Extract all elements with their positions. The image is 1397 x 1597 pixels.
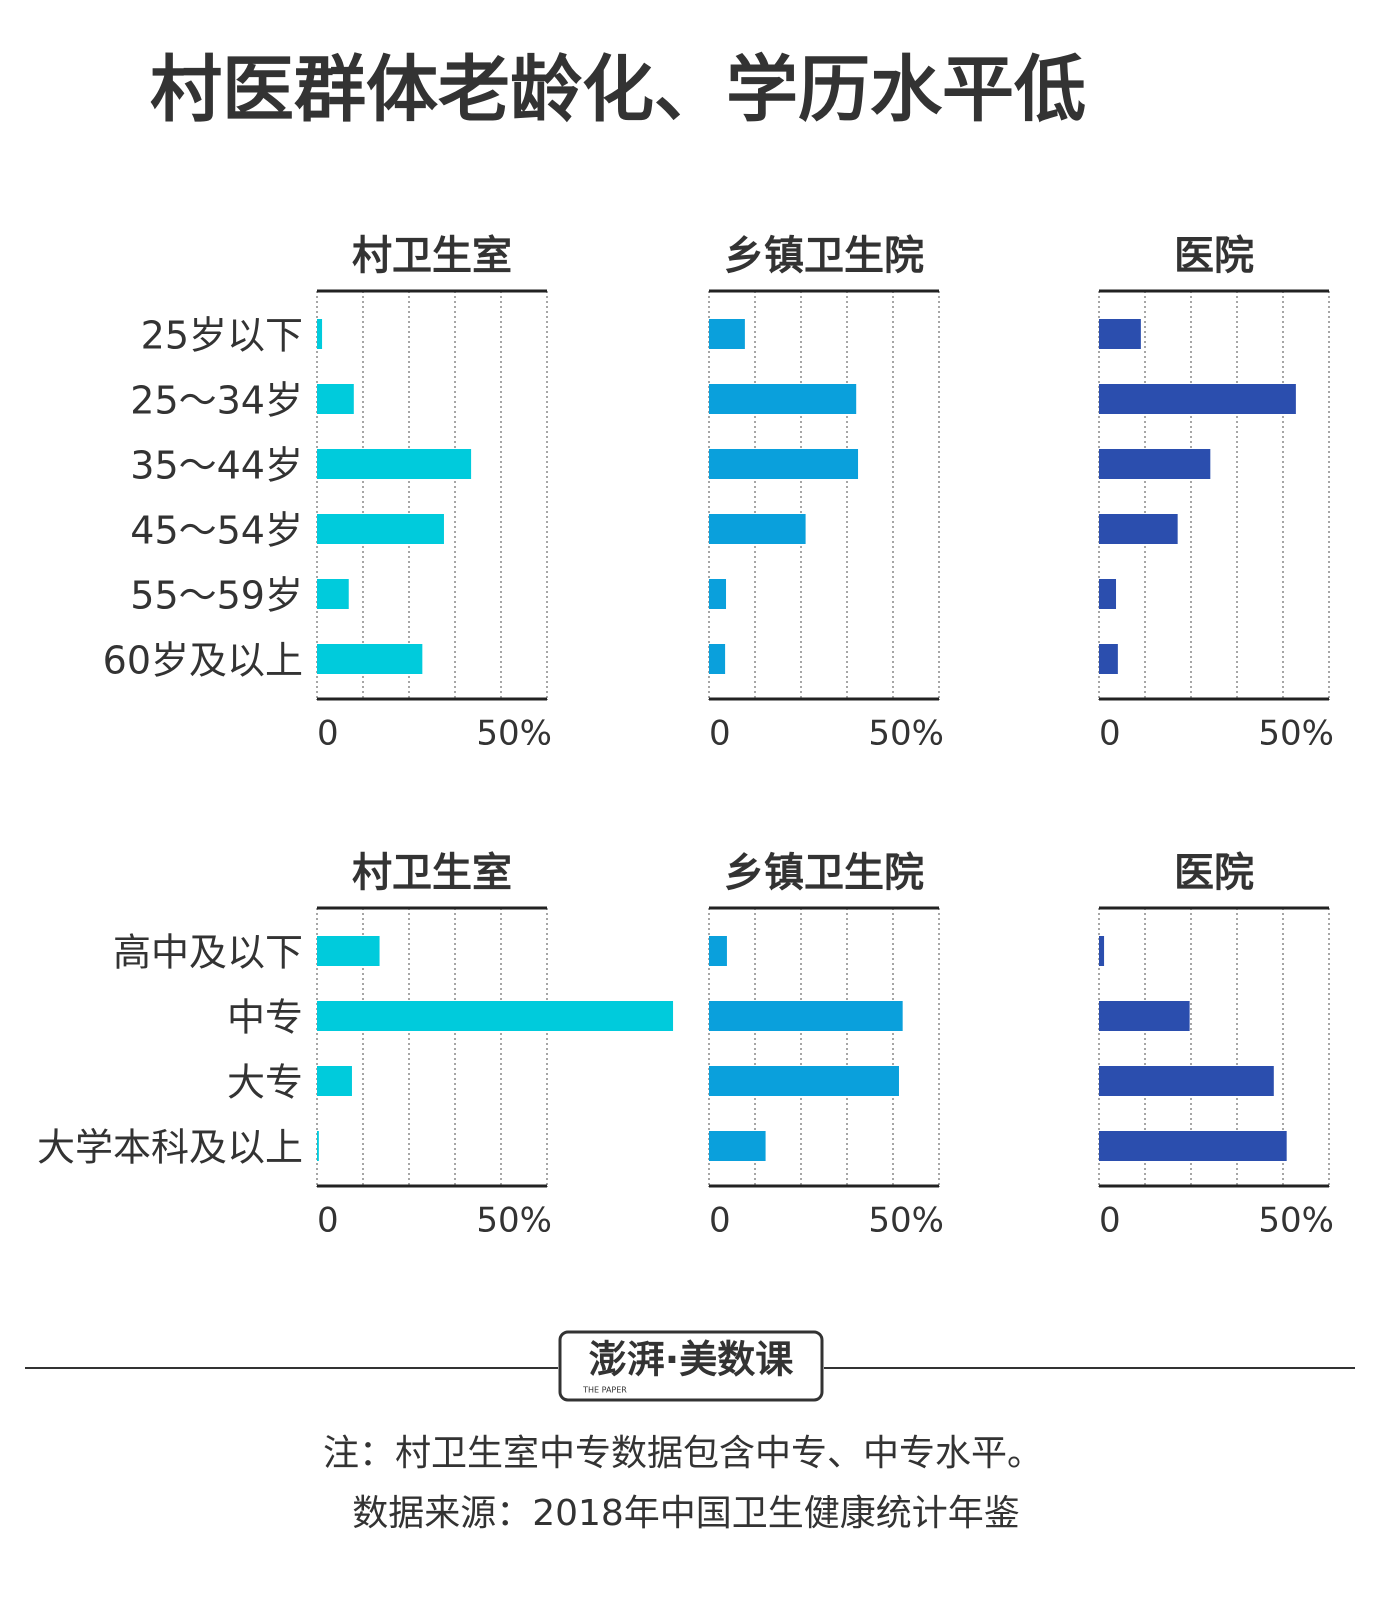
x-tick-label: 50%: [476, 714, 552, 754]
bar: [317, 644, 423, 674]
bar: [1099, 644, 1118, 674]
bar: [709, 514, 806, 544]
bar: [317, 384, 354, 414]
category-label: 大学本科及以上: [37, 1126, 303, 1170]
panel-title: 医院: [1174, 850, 1254, 896]
x-tick-label: 50%: [1258, 1201, 1334, 1241]
category-label: 大专: [227, 1061, 303, 1105]
panel-title: 村卫生室: [352, 850, 512, 896]
bar: [709, 449, 859, 479]
bar: [709, 1066, 899, 1096]
bar: [709, 1131, 766, 1161]
bar: [709, 644, 726, 674]
bar: [1099, 514, 1178, 544]
panel-title: 乡镇卫生院: [724, 233, 924, 279]
bar: [317, 514, 444, 544]
bar: [317, 1066, 352, 1096]
x-tick-label: 50%: [868, 1201, 944, 1241]
category-label: 35～44岁: [130, 444, 303, 488]
bar: [1099, 1131, 1287, 1161]
chart-title: 村医群体老龄化、学历水平低: [150, 48, 1086, 132]
category-label: 高中及以下: [113, 931, 303, 975]
logo: 澎湃·美数课: [589, 1338, 793, 1382]
category-label: 25岁以下: [141, 314, 303, 358]
logo-sub: THE PAPER: [582, 1386, 627, 1395]
x-tick-label: 0: [1099, 1201, 1121, 1241]
x-tick-label: 50%: [868, 714, 944, 754]
bar: [709, 579, 727, 609]
bar: [1099, 449, 1211, 479]
x-tick-label: 0: [317, 714, 339, 754]
x-tick-label: 50%: [1258, 714, 1334, 754]
bar: [709, 384, 857, 414]
bar: [1099, 936, 1105, 966]
bar: [1099, 579, 1117, 609]
panel-title: 医院: [1174, 233, 1254, 279]
bar: [1099, 1066, 1274, 1096]
x-tick-label: 0: [709, 714, 731, 754]
x-tick-label: 0: [1099, 714, 1121, 754]
category-label: 中专: [227, 996, 303, 1040]
bar: [1099, 384, 1296, 414]
bar: [1099, 319, 1141, 349]
category-label: 60岁及以上: [103, 639, 303, 683]
x-tick-label: 0: [317, 1201, 339, 1241]
bar: [709, 1001, 903, 1031]
bar: [317, 449, 472, 479]
bar: [317, 1001, 674, 1031]
x-tick-label: 0: [709, 1201, 731, 1241]
bar: [709, 936, 727, 966]
category-label: 55～59岁: [130, 574, 303, 618]
note: 注：村卫生室中专数据包含中专、中专水平。: [323, 1433, 1043, 1474]
source: 数据来源：2018年中国卫生健康统计年鉴: [352, 1493, 1020, 1534]
panel-title: 村卫生室: [352, 233, 512, 279]
bar: [317, 936, 380, 966]
bar: [317, 579, 349, 609]
logo-box: [558, 1330, 824, 1402]
bar: [1099, 1001, 1190, 1031]
bar: [317, 1131, 319, 1161]
panel-title: 乡镇卫生院: [724, 850, 924, 896]
bar: [317, 319, 323, 349]
category-label: 45～54岁: [130, 509, 303, 553]
category-label: 25～34岁: [130, 379, 303, 423]
x-tick-label: 50%: [476, 1201, 552, 1241]
bar: [709, 319, 745, 349]
